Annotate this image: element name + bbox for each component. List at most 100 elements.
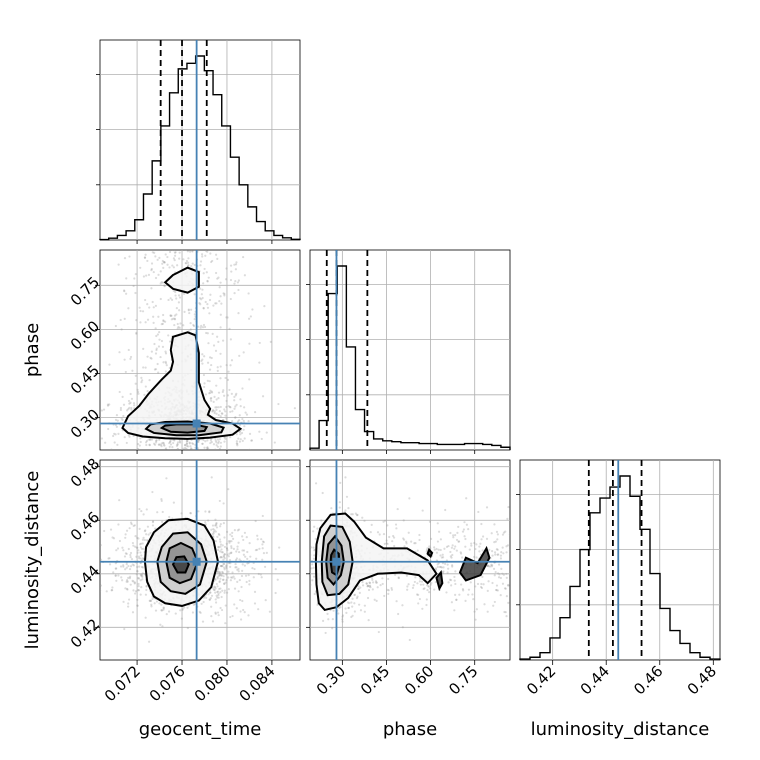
panel-phase-luminosity_distance-sample-point xyxy=(407,531,410,534)
panel-geocent_time-phase-truth-marker xyxy=(192,419,201,428)
panel-phase-luminosity_distance-sample-point xyxy=(376,586,379,589)
panel-geocent_time-phase-sample-point xyxy=(215,408,218,412)
panel-geocent_time-phase-sample-point xyxy=(118,390,121,394)
panel-geocent_time-phase-sample-point xyxy=(185,444,189,448)
panel-phase-luminosity_distance-sample-point xyxy=(425,548,428,552)
panel-geocent_time-luminosity_distance-sample-point xyxy=(219,545,222,548)
panel-geocent_time-luminosity_distance-sample-point xyxy=(168,515,171,519)
panel-phase-luminosity_distance-sample-point xyxy=(363,604,366,607)
panel-phase-luminosity_distance-sample-point xyxy=(403,545,406,548)
panel-geocent_time-luminosity_distance-sample-point xyxy=(214,612,217,615)
panel-phase-luminosity_distance-sample-point xyxy=(460,583,463,586)
panel-geocent_time-luminosity_distance-sample-point xyxy=(117,523,120,526)
panel-phase-luminosity_distance-sample-point xyxy=(472,598,475,601)
panel-geocent_time-phase-sample-point xyxy=(241,417,244,421)
ytick-label-phase-2: 0.60 xyxy=(67,317,103,353)
panel-geocent_time-phase-sample-point xyxy=(173,314,177,317)
panel-geocent_time-phase-sample-point xyxy=(218,438,222,441)
panel-geocent_time-luminosity_distance-sample-point xyxy=(154,609,158,612)
panel-phase-luminosity_distance-sample-point xyxy=(375,581,378,584)
panel-phase-luminosity_distance-sample-point xyxy=(331,627,334,630)
panel-phase-luminosity_distance-sample-point xyxy=(417,602,420,605)
panel-geocent_time-luminosity_distance-sample-point xyxy=(219,587,222,590)
hist-panel-luminosity_distance-frame xyxy=(519,459,721,661)
panel-geocent_time-phase-sample-point xyxy=(183,310,186,313)
panel-phase-luminosity_distance-contour-0 xyxy=(314,512,438,612)
panel-geocent_time-luminosity_distance-sample-point xyxy=(142,536,145,539)
panel-phase-luminosity_distance-sample-point xyxy=(430,581,433,585)
panel-geocent_time-luminosity_distance-sample-point xyxy=(227,587,230,591)
panel-phase-luminosity_distance-sample-point xyxy=(442,570,445,573)
panel-geocent_time-phase-sample-point xyxy=(234,416,237,419)
panel-geocent_time-phase-sample-point xyxy=(218,410,221,413)
panel-geocent_time-phase-sample-point xyxy=(167,298,170,302)
panel-phase-luminosity_distance-sample-point xyxy=(454,570,457,573)
panel-geocent_time-phase-sample-point xyxy=(226,394,230,397)
panel-phase-luminosity_distance-sample-point xyxy=(455,598,458,601)
panel-geocent_time-luminosity_distance-sample-point xyxy=(210,615,213,618)
panel-phase-luminosity_distance-sample-point xyxy=(480,585,483,589)
panel-phase-luminosity_distance-sample-point xyxy=(351,605,354,608)
panel-geocent_time-phase-sample-point xyxy=(206,250,209,253)
panel-geocent_time-phase-sample-point xyxy=(212,400,215,404)
panel-geocent_time-luminosity_distance-sample-point xyxy=(243,611,246,614)
panel-phase-luminosity_distance-sample-point xyxy=(415,593,419,596)
panel-geocent_time-luminosity_distance-sample-point xyxy=(228,558,232,562)
panel-phase-luminosity_distance-sample-point xyxy=(414,576,417,579)
panel-geocent_time-phase-sample-point xyxy=(164,320,167,323)
panel-geocent_time-phase-sample-point xyxy=(159,443,162,446)
panel-geocent_time-luminosity_distance-sample-point xyxy=(268,610,271,613)
panel-geocent_time-luminosity_distance-sample-point xyxy=(137,576,140,580)
panel-geocent_time-phase-sample-point xyxy=(172,266,175,269)
panel-geocent_time-phase-sample-point xyxy=(187,445,190,448)
panel-geocent_time-phase-sample-point xyxy=(210,440,213,444)
panel-phase-luminosity_distance-sample-point xyxy=(387,589,390,592)
panel-geocent_time-phase-sample-point xyxy=(178,326,181,330)
panel-geocent_time-luminosity_distance-sample-point xyxy=(117,574,120,577)
panel-geocent_time-luminosity_distance-sample-point xyxy=(128,575,132,578)
panel-geocent_time-luminosity_distance-sample-point xyxy=(236,529,239,532)
panel-geocent_time-phase-sample-point xyxy=(168,440,172,444)
panel-geocent_time-luminosity_distance-sample-point xyxy=(238,558,241,561)
panel-geocent_time-luminosity_distance-sample-point xyxy=(216,577,219,580)
panel-geocent_time-phase-sample-point xyxy=(234,268,237,271)
panel-phase-luminosity_distance-sample-point xyxy=(405,574,409,577)
panel-geocent_time-phase-contour-3 xyxy=(159,423,209,434)
panel-phase-luminosity_distance-sample-point xyxy=(496,553,499,556)
panel-geocent_time-phase-sample-point xyxy=(219,281,222,284)
panel-phase-luminosity_distance-sample-point xyxy=(446,563,449,566)
panel-geocent_time-luminosity_distance-sample-point xyxy=(209,591,212,594)
panel-geocent_time-phase-sample-point xyxy=(127,399,131,403)
panel-phase-luminosity_distance-sample-point xyxy=(434,567,438,570)
panel-geocent_time-luminosity_distance-sample-point xyxy=(228,552,231,555)
panel-phase-luminosity_distance-sample-point xyxy=(506,517,509,520)
panel-geocent_time-luminosity_distance-sample-point xyxy=(241,569,244,572)
panel-geocent_time-phase-sample-point xyxy=(213,395,216,398)
panel-geocent_time-luminosity_distance-sample-point xyxy=(264,599,267,602)
panel-geocent_time-phase-sample-point xyxy=(135,332,138,335)
panel-phase-luminosity_distance-sample-point xyxy=(411,586,415,589)
panel-geocent_time-luminosity_distance-sample-point xyxy=(261,547,264,550)
panel-geocent_time-luminosity_distance-sample-point xyxy=(249,555,252,558)
panel-geocent_time-phase-sample-point xyxy=(189,328,192,331)
panel-geocent_time-phase-sample-point xyxy=(176,443,179,446)
panel-geocent_time-phase-sample-point xyxy=(214,253,218,256)
panel-phase-luminosity_distance-sample-point xyxy=(341,615,344,618)
panel-geocent_time-luminosity_distance-sample-point xyxy=(256,548,259,551)
panel-geocent_time-luminosity_distance-sample-point xyxy=(147,533,150,536)
panel-phase-luminosity_distance-sample-point xyxy=(361,516,364,519)
panel-geocent_time-luminosity_distance-sample-point xyxy=(115,567,118,570)
panel-geocent_time-phase-sample-point xyxy=(190,447,193,450)
panel-geocent_time-luminosity_distance-sample-point xyxy=(148,599,151,602)
panel-geocent_time-phase-sample-point xyxy=(208,392,211,395)
panel-geocent_time-phase-sample-point xyxy=(234,263,238,266)
panel-geocent_time-luminosity_distance-sample-point xyxy=(119,565,123,568)
panel-geocent_time-luminosity_distance-truth-marker xyxy=(192,557,201,566)
panel-geocent_time-phase-sample-point xyxy=(214,439,217,442)
panel-geocent_time-phase-sample-point xyxy=(130,406,133,410)
panel-geocent_time-phase-sample-point xyxy=(177,325,180,329)
panel-geocent_time-phase-sample-point xyxy=(223,436,226,439)
panel-geocent_time-phase-sample-point xyxy=(216,366,219,369)
panel-geocent_time-luminosity_distance-sample-point xyxy=(133,582,136,585)
panel-geocent_time-luminosity_distance-sample-point xyxy=(193,602,197,606)
